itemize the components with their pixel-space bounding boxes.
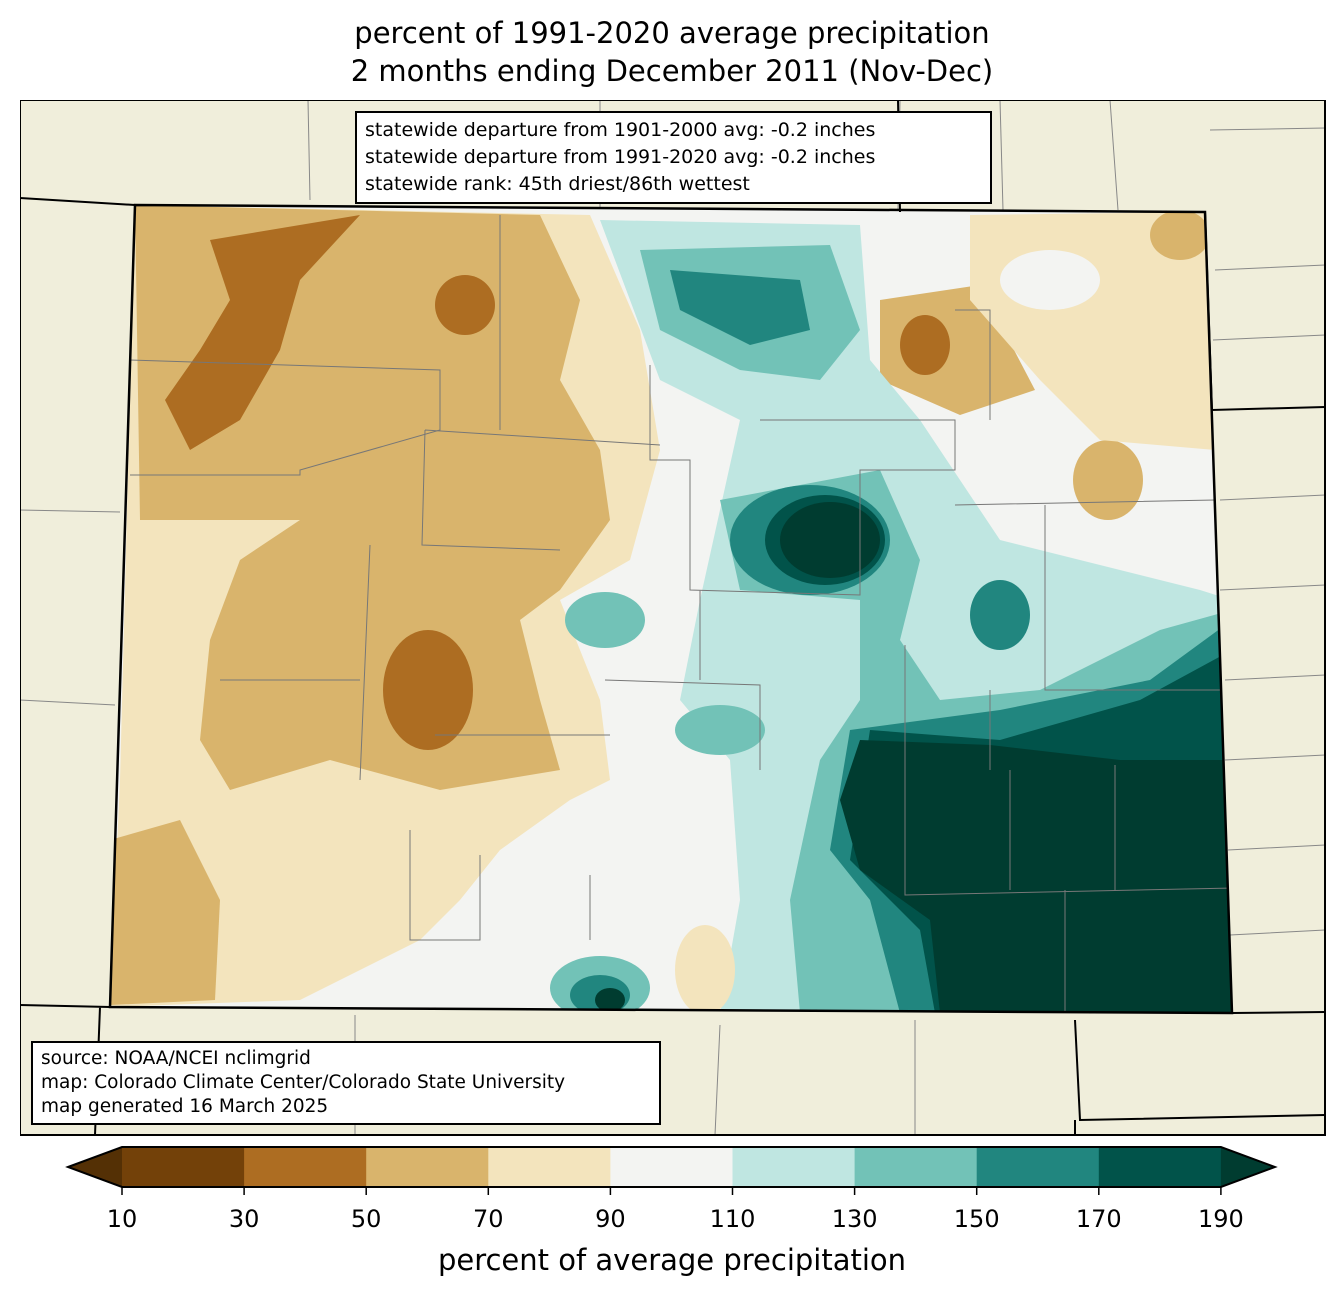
colorbar-tick-label: 130 <box>831 1205 878 1233</box>
stat-rank: statewide rank: 45th driest/86th wettest <box>365 173 750 195</box>
credit-line: map: Colorado Climate Center/Colorado St… <box>41 1072 566 1093</box>
map-frame <box>20 100 1326 1136</box>
county-lines <box>129 215 1232 1013</box>
stat-departure-1991-2020: statewide departure from 1991-2020 avg: … <box>365 146 876 168</box>
colorbar-segment <box>366 1147 489 1187</box>
colorbar-segment <box>244 1147 367 1187</box>
statewide-stats-box: statewide departure from 1901-2000 avg: … <box>355 111 992 204</box>
colorbar-segment <box>854 1147 978 1187</box>
source-box: source: NOAA/NCEI nclimgrid map: Colorad… <box>31 1041 661 1125</box>
map-title-line2: 2 months ending December 2011 (Nov-Dec) <box>350 54 994 88</box>
colorbar-tick-label: 50 <box>350 1205 382 1233</box>
colorbar-segment <box>610 1147 733 1187</box>
colorbar-segment <box>488 1147 611 1187</box>
colorbar-tick-label: 150 <box>953 1205 1000 1233</box>
colorbar-segment <box>1098 1147 1222 1187</box>
source-line: source: NOAA/NCEI nclimgrid <box>41 1048 311 1069</box>
map-title-line1: percent of 1991-2020 average precipitati… <box>354 16 990 50</box>
colorbar-tick-label: 170 <box>1075 1205 1122 1233</box>
colorbar-tick-label: 70 <box>473 1205 504 1233</box>
colorbar-tick-label: 110 <box>709 1205 756 1233</box>
stat-departure-1901-2000: statewide departure from 1901-2000 avg: … <box>365 119 876 141</box>
colorbar-tick-label: 10 <box>106 1205 138 1233</box>
colorbar-tick-label: 190 <box>1197 1205 1244 1233</box>
colorbar-segment <box>122 1147 245 1187</box>
precip-field <box>110 205 1232 1013</box>
colorbar-over-arrow <box>1220 1147 1275 1187</box>
colorbar-label: percent of average precipitation <box>437 1243 907 1277</box>
colorbar-under-arrow <box>68 1147 122 1187</box>
colorbar-tick-label: 90 <box>595 1205 626 1233</box>
colorbar-segment <box>732 1147 856 1187</box>
generated-date: map generated 16 March 2025 <box>41 1096 329 1117</box>
colorbar <box>65 1146 1278 1195</box>
colorbar-tick-label: 30 <box>228 1205 260 1233</box>
colorbar-segment <box>976 1147 1100 1187</box>
precipitation-map <box>20 100 1326 1136</box>
